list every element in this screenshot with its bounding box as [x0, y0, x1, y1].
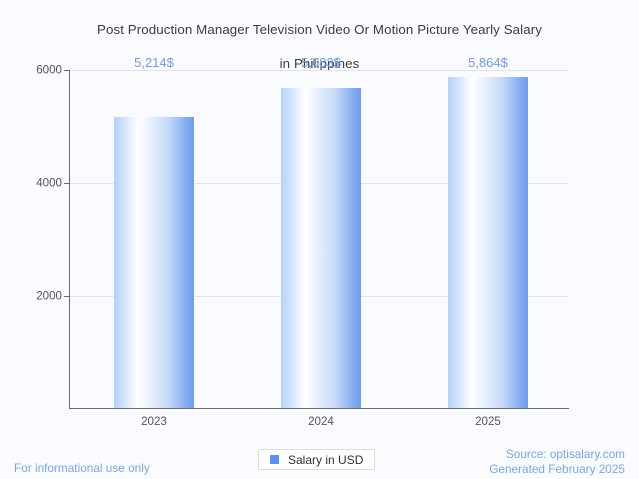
x-tick-label-2025: 2025: [475, 415, 501, 428]
x-tick-label-2023: 2023: [141, 415, 167, 428]
source-attribution: Source: optisalary.com Generated Februar…: [489, 447, 625, 476]
bar-value-2023: 5,214$: [134, 55, 174, 70]
source-text: Source: optisalary.com: [505, 447, 625, 461]
legend-item-salary-in-usd: Salary in USD: [288, 452, 364, 467]
plot-area: [70, 70, 569, 408]
bar-value-2024: 5,683$: [301, 55, 341, 70]
chart-legend[interactable]: Salary in USD: [258, 449, 376, 470]
y-tick-mark-2000: [64, 296, 70, 297]
bar-2025[interactable]: [448, 77, 528, 408]
bar-2024[interactable]: [281, 88, 361, 408]
disclaimer-text: For informational use only: [14, 461, 150, 475]
chart-title-line-1: Post Production Manager Television Video…: [96, 22, 542, 37]
gridline-6000: [70, 70, 569, 71]
y-axis: 6000 4000 2000: [0, 0, 62, 479]
x-axis-line: [69, 408, 569, 409]
x-tick-label-2024: 2024: [308, 415, 334, 428]
y-tick-mark-6000: [64, 70, 70, 71]
chart-title-line-2: in Philippines: [279, 56, 360, 71]
y-tick-label-6000: 6000: [36, 63, 62, 77]
y-tick-label-4000: 4000: [36, 176, 62, 190]
chart-title: Post Production Manager Television Video…: [0, 4, 639, 72]
y-tick-label-2000: 2000: [36, 289, 62, 303]
bar-2023[interactable]: [114, 117, 194, 408]
bar-value-2025: 5,864$: [468, 55, 508, 70]
generated-date-text: Generated February 2025: [489, 461, 625, 476]
y-axis-line: [69, 70, 70, 409]
y-tick-mark-4000: [64, 183, 70, 184]
legend-swatch-icon: [270, 455, 279, 464]
